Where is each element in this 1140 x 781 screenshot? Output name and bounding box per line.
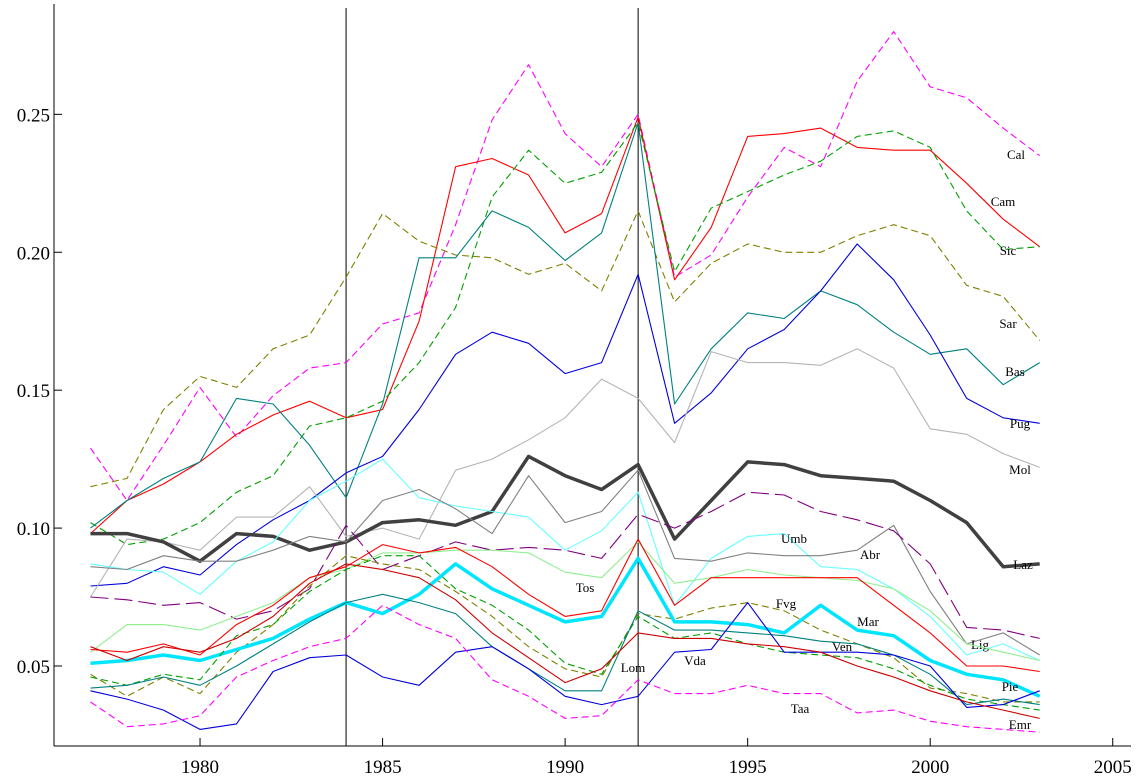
series-label: Pie [1002,679,1019,694]
y-tick-label: 0.20 [17,243,50,264]
y-tick-label: 0.10 [17,519,50,540]
series-line [90,602,1040,730]
series-label: Laz [1013,557,1033,572]
series-line [90,604,1040,733]
series-label: Sic [1000,243,1017,258]
series-line [90,555,1040,711]
series-line [90,469,1040,656]
series-line [90,458,1040,662]
y-tick-label: 0.25 [17,105,50,126]
x-tick-label: 1985 [364,757,402,778]
series-line [90,122,1040,546]
series-label: Cam [991,194,1016,209]
series-line [90,454,1040,569]
x-tick-label: 1980 [181,757,219,778]
series-line [90,541,1040,662]
series-label: Tos [576,580,595,595]
series-line [90,122,1040,529]
series-label: Taa [791,701,810,716]
series-label: Emr [1009,717,1032,732]
series-line [90,593,1040,706]
y-tick-label: 0.05 [17,657,50,678]
series-line [90,116,1041,535]
series-label: Lig [971,637,990,652]
series-line [90,348,1040,598]
series-label: Fvg [776,596,797,611]
series-line [90,555,1040,703]
series-line [90,31,1041,502]
series-line [90,538,1040,673]
x-tick-label: 2000 [911,757,949,778]
y-tick-label: 0.15 [17,381,50,402]
x-tick-label: 1995 [729,757,767,778]
series-label: Vda [684,653,706,668]
series-label: Mar [857,614,879,629]
series-line [90,556,1041,698]
series-label: Sar [999,316,1017,331]
series-line [90,491,1040,639]
series-line [90,563,1040,719]
x-tick-label: 2005 [1094,757,1132,778]
series-label: Pug [1010,416,1031,431]
series-label: Lom [621,660,646,675]
series-line [90,210,1041,488]
series-label: Umb [781,531,807,546]
series-label: Abr [860,547,881,562]
x-tick-label: 1990 [546,757,584,778]
series-label: Mol [1009,462,1031,477]
series-line [90,243,1040,587]
series-label: Cal [1007,147,1025,162]
series-label: Bas [1005,364,1025,379]
